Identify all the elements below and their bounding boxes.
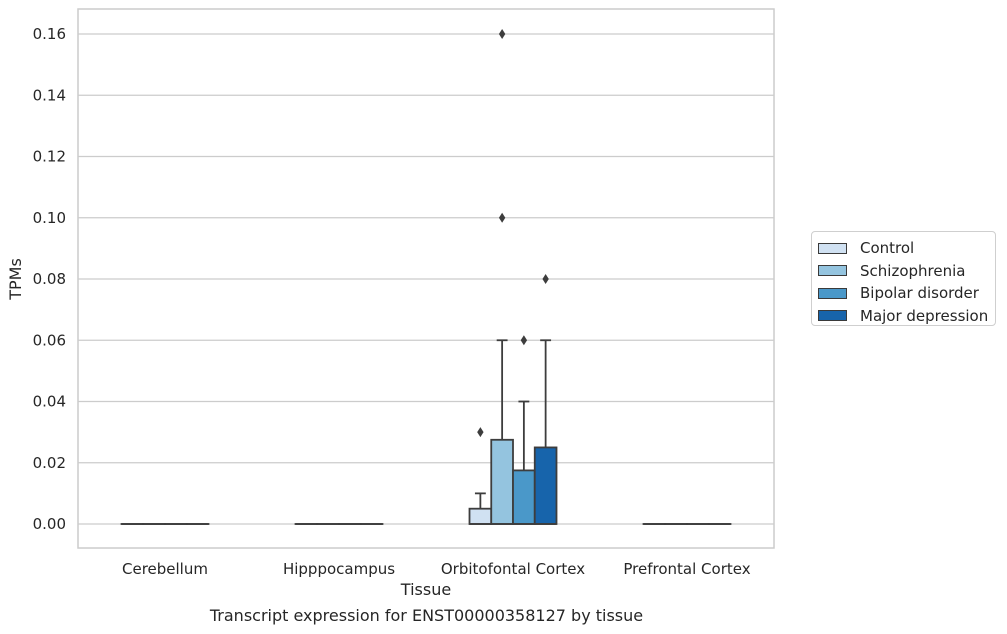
legend-swatch xyxy=(818,287,847,299)
legend-swatch xyxy=(818,265,847,277)
box-group xyxy=(512,335,536,525)
x-tick-label: Cerebellum xyxy=(122,560,208,578)
box-group xyxy=(490,29,514,525)
legend-item: Bipolar disorder xyxy=(818,282,995,305)
plot-frame xyxy=(77,8,775,549)
legend-label: Schizophrenia xyxy=(860,261,966,280)
gridlines xyxy=(78,33,774,525)
x-tick-label: Hipppocampus xyxy=(283,560,395,578)
legend-swatch xyxy=(818,242,847,254)
legend-item: Schizophrenia xyxy=(818,260,995,283)
outlier-point xyxy=(542,274,549,284)
legend: Control Schizophrenia Bipolar disorder Majo… xyxy=(811,231,996,326)
y-tick-label: 0.12 xyxy=(33,148,66,166)
x-axis-title: Tissue xyxy=(400,580,451,599)
y-tick-label: 0.06 xyxy=(33,331,66,349)
box-plot-marks xyxy=(120,29,732,525)
y-tick-label: 0.08 xyxy=(33,270,66,288)
outlier-point xyxy=(498,212,506,223)
box xyxy=(490,438,514,525)
x-tick-label: Prefrontal Cortex xyxy=(623,560,750,578)
y-axis-title: TPMs xyxy=(6,258,25,301)
box xyxy=(512,469,536,525)
y-tick-label: 0.00 xyxy=(33,515,66,533)
y-tick-label: 0.02 xyxy=(33,454,66,472)
box-group xyxy=(468,427,493,525)
y-tick-label: 0.16 xyxy=(33,25,66,43)
legend-label: Major depression xyxy=(860,306,989,325)
legend-item: Major depression xyxy=(818,305,995,328)
y-tick-labels: 0.00 0.02 0.04 0.06 0.08 0.10 0.12 0.14 0.16 xyxy=(33,25,66,533)
x-tick-label: Orbitofontal Cortex xyxy=(441,560,585,578)
box xyxy=(468,507,493,525)
legend-swatch xyxy=(818,310,847,322)
legend-label: Bipolar disorder xyxy=(860,284,979,303)
legend-item: Control xyxy=(818,237,995,260)
legend-label: Control xyxy=(860,239,915,258)
y-tick-label: 0.10 xyxy=(33,209,66,227)
y-tick-label: 0.04 xyxy=(33,393,66,411)
box xyxy=(533,446,558,525)
y-tick-label: 0.14 xyxy=(33,86,66,104)
chart-caption: Transcript expression for ENST0000035812… xyxy=(209,606,644,625)
outlier-point xyxy=(520,335,528,346)
outlier-point xyxy=(477,427,484,438)
outlier-point xyxy=(498,29,506,39)
x-tick-labels: Cerebellum Hipppocampus Orbitofontal Corte… xyxy=(122,560,751,578)
box-group xyxy=(533,274,558,525)
